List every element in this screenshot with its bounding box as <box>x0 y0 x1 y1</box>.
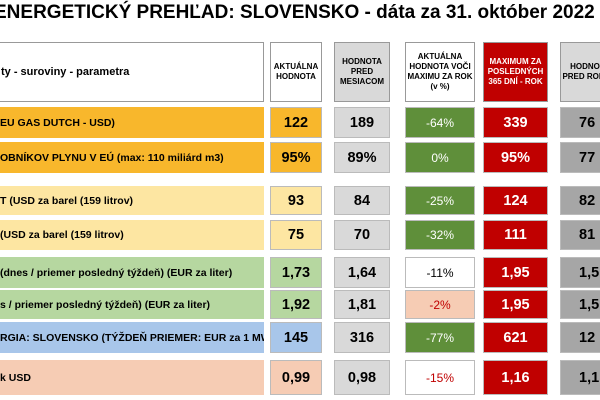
value-cell: 77 <box>560 142 600 173</box>
value-cell: 76 <box>560 107 600 138</box>
value-cell: 1,92 <box>270 290 322 319</box>
column-header: HODNOTA PRED ROKOM <box>560 42 600 102</box>
value-cell: 75 <box>270 220 322 250</box>
row-label: RGIA: SLOVENSKO (TÝŽDEŇ PRIEMER: EUR za … <box>0 322 264 353</box>
value-cell: 95% <box>483 142 548 173</box>
column-header: HODNOTA PRED MESIACOM <box>334 42 390 102</box>
value-cell: 84 <box>334 186 390 215</box>
value-cell: 1,16 <box>483 360 548 395</box>
value-cell: 316 <box>334 322 390 353</box>
value-cell: 93 <box>270 186 322 215</box>
value-cell: -2% <box>405 290 475 319</box>
column-header: ty - suroviny - parametra <box>0 42 264 102</box>
value-cell: -25% <box>405 186 475 215</box>
value-cell: 81 <box>560 220 600 250</box>
value-cell: -64% <box>405 107 475 138</box>
value-cell: 82 <box>560 186 600 215</box>
value-cell: 111 <box>483 220 548 250</box>
value-cell: 12 <box>560 322 600 353</box>
row-label: s / priemer posledný týždeň) (EUR za lit… <box>0 290 264 319</box>
value-cell: -77% <box>405 322 475 353</box>
value-cell: 1,64 <box>334 257 390 288</box>
value-cell: 339 <box>483 107 548 138</box>
row-label: (dnes / priemer posledný týždeň) (EUR za… <box>0 257 264 288</box>
value-cell: 1,81 <box>334 290 390 319</box>
value-cell: 1,95 <box>483 290 548 319</box>
value-cell: 1,95 <box>483 257 548 288</box>
value-cell: 0% <box>405 142 475 173</box>
value-cell: 95% <box>270 142 322 173</box>
value-cell: 1,73 <box>270 257 322 288</box>
row-label: EU GAS DUTCH - USD) <box>0 107 264 138</box>
value-cell: 189 <box>334 107 390 138</box>
value-cell: 0,99 <box>270 360 322 395</box>
value-cell: 89% <box>334 142 390 173</box>
value-cell: 122 <box>270 107 322 138</box>
row-label: (USD za barel (159 litrov) <box>0 220 264 250</box>
column-header: AKTUÁLNA HODNOTA <box>270 42 322 102</box>
row-label: T (USD za barel (159 litrov) <box>0 186 264 215</box>
value-cell: -11% <box>405 257 475 288</box>
value-cell: 1,5 <box>560 257 600 288</box>
column-header: MAXIMUM ZA POSLEDNÝCH 365 DNÍ - ROK <box>483 42 548 102</box>
row-label: k USD <box>0 360 264 395</box>
column-header: AKTUÁLNA HODNOTA VOČI MAXIMU ZA ROK (v %… <box>405 42 475 102</box>
value-cell: 70 <box>334 220 390 250</box>
value-cell: -15% <box>405 360 475 395</box>
value-cell: 621 <box>483 322 548 353</box>
value-cell: 1,5 <box>560 290 600 319</box>
title: ENERGETICKÝ PREHĽAD: SLOVENSKO - dáta za… <box>0 2 595 23</box>
value-cell: 1,1 <box>560 360 600 395</box>
value-cell: 145 <box>270 322 322 353</box>
row-label: OBNÍKOV PLYNU V EÚ (max: 110 miliárd m3) <box>0 142 264 173</box>
value-cell: -32% <box>405 220 475 250</box>
value-cell: 0,98 <box>334 360 390 395</box>
value-cell: 124 <box>483 186 548 215</box>
